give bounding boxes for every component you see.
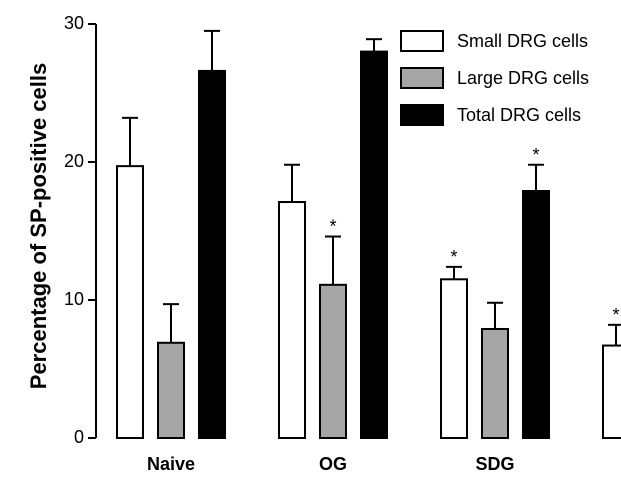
x-label-og: OG bbox=[319, 454, 347, 474]
x-axis-labels: NaiveOGSDGFDG bbox=[147, 454, 515, 474]
bar-og-series-2 bbox=[360, 50, 388, 439]
significance-star-sdg-series-0: * bbox=[450, 247, 457, 267]
y-tick-label-30: 30 bbox=[64, 13, 84, 33]
y-axis-title: Percentage of SP-positive cells bbox=[26, 63, 51, 389]
legend-swatch-0 bbox=[400, 30, 444, 52]
bar-naive-series-0 bbox=[116, 165, 144, 439]
bar-naive-series-2 bbox=[198, 69, 226, 439]
legend-label-0: Small DRG cells bbox=[457, 31, 588, 51]
bar-og-series-0 bbox=[278, 201, 306, 439]
legend-label-2: Total DRG cells bbox=[457, 105, 581, 125]
legend-label-1: Large DRG cells bbox=[457, 68, 589, 88]
bar-sdg-series-0 bbox=[440, 278, 468, 439]
significance-star-fdg-series-0: * bbox=[612, 305, 619, 325]
bar-fdg-series-0 bbox=[602, 344, 621, 440]
legend: Small DRG cells Large DRG cells Total DRG … bbox=[400, 30, 589, 126]
significance-star-sdg-series-2: * bbox=[532, 145, 539, 165]
bars bbox=[116, 50, 621, 440]
y-tick-label-20: 20 bbox=[64, 151, 84, 171]
bar-sdg-series-2 bbox=[522, 189, 550, 439]
legend-swatch-2 bbox=[400, 104, 444, 126]
bar-og-series-1 bbox=[319, 283, 347, 439]
bar-sdg-series-1 bbox=[481, 327, 509, 440]
bar-naive-series-1 bbox=[157, 341, 185, 439]
legend-swatch-1 bbox=[400, 67, 444, 89]
x-label-sdg: SDG bbox=[475, 454, 514, 474]
significance-markers: ***** bbox=[329, 145, 619, 325]
y-tick-label-10: 10 bbox=[64, 289, 84, 309]
significance-star-og-series-1: * bbox=[329, 217, 336, 237]
y-tick-label-0: 0 bbox=[74, 427, 84, 447]
error-bars bbox=[122, 29, 621, 346]
y-axis-ticks: 0 10 20 30 bbox=[64, 13, 96, 447]
x-label-naive: Naive bbox=[147, 454, 195, 474]
